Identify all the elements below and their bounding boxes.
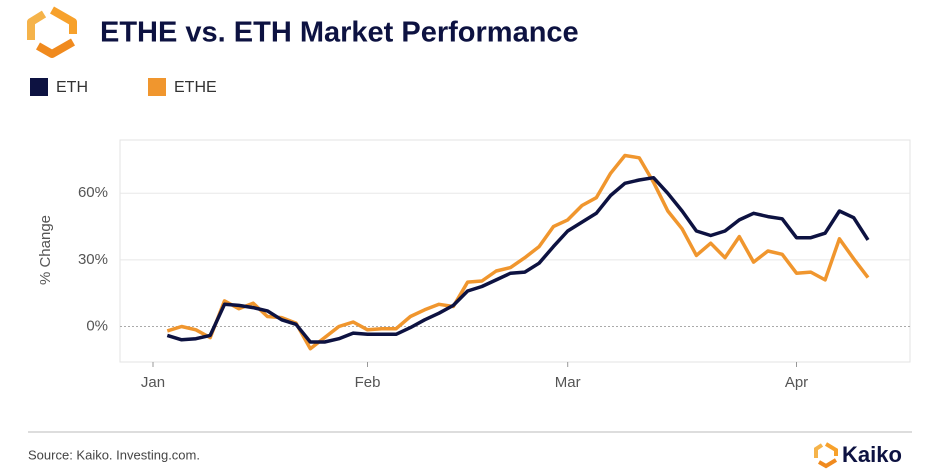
brand-logo: [814, 442, 838, 469]
legend-label: ETH: [56, 79, 88, 96]
x-tick-label: Jan: [141, 374, 165, 391]
x-tick-label: Mar: [555, 374, 581, 391]
source: Source: Kaiko. Investing.com.: [28, 447, 200, 462]
y-axis-label: % Change: [37, 215, 54, 285]
y-tick-label: 0%: [86, 317, 108, 334]
y-tick-label: 60%: [78, 184, 108, 201]
y-tick-label: 30%: [78, 251, 108, 268]
line-ethe: [166, 153, 870, 351]
plot-area: [119, 139, 911, 363]
line-eth: [166, 175, 870, 344]
chart-title: ETHE vs. ETH Market Performance: [100, 17, 579, 49]
x-tick-label: Apr: [785, 374, 808, 391]
x-tick-label: Feb: [355, 374, 381, 391]
logo: [27, 6, 77, 58]
legend-swatch: [30, 78, 48, 96]
legend-swatch: [148, 78, 166, 96]
legend-label: ETHE: [174, 79, 217, 96]
brand: Kaiko: [842, 442, 902, 467]
